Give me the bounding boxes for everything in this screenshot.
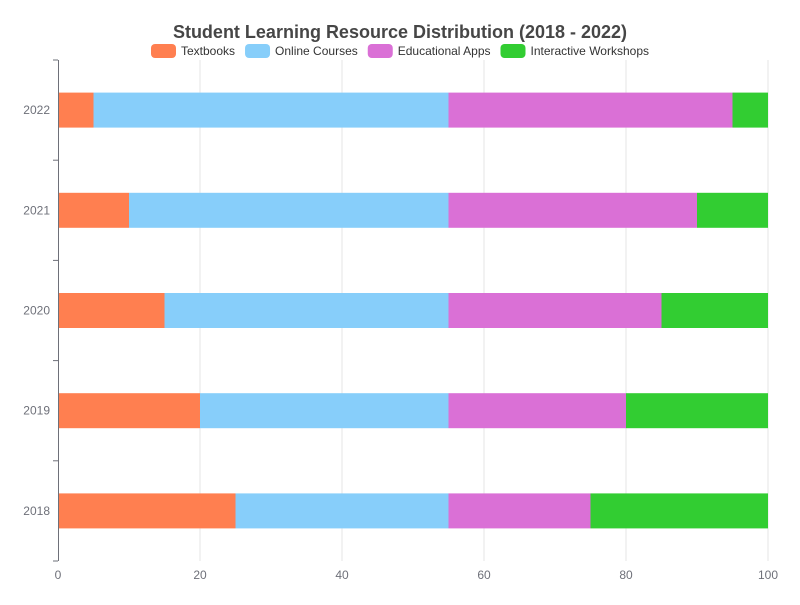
x-tick-label: 60 — [477, 568, 491, 582]
legend-label: Online Courses — [275, 44, 358, 58]
legend-label: Interactive Workshops — [531, 44, 650, 58]
bar-textbooks-2019 — [58, 393, 200, 429]
legend-item: Interactive Workshops — [500, 44, 650, 58]
bar-interactive-workshops-2022 — [732, 92, 768, 128]
x-tick-label: 100 — [758, 568, 778, 582]
chart-title: Student Learning Resource Distribution (… — [173, 22, 627, 42]
bar-interactive-workshops-2018 — [590, 493, 768, 529]
x-tick-label: 40 — [335, 568, 349, 582]
legend-swatch — [367, 44, 393, 58]
bar-textbooks-2020 — [58, 293, 165, 328]
legend: Textbooks Online Courses Educational Apps I… — [151, 44, 649, 58]
bar-textbooks-2021 — [58, 192, 129, 228]
y-tick-label: 2020 — [23, 304, 50, 318]
x-tick-label: 20 — [193, 568, 207, 582]
legend-swatch — [245, 44, 271, 58]
bar-educational-apps-2021 — [448, 192, 697, 228]
legend-item: Online Courses — [245, 44, 358, 58]
legend-label: Textbooks — [181, 44, 235, 58]
bar-educational-apps-2020 — [448, 293, 662, 328]
bar-online-courses-2019 — [200, 393, 449, 429]
bar-interactive-workshops-2019 — [626, 393, 768, 429]
bar-online-courses-2022 — [93, 92, 449, 128]
bar-educational-apps-2022 — [448, 92, 733, 128]
bar-online-courses-2021 — [129, 192, 449, 228]
y-tick-label: 2022 — [23, 103, 50, 117]
bar-interactive-workshops-2020 — [661, 293, 768, 328]
bars — [58, 92, 768, 529]
y-tick-label: 2019 — [23, 404, 50, 418]
axes: 2018 2019 2020 2021 2022 0 20 40 60 80 100 — [23, 59, 778, 582]
x-tick-label: 0 — [55, 568, 62, 582]
bar-educational-apps-2019 — [448, 393, 626, 429]
legend-swatch — [500, 44, 526, 58]
legend-label: Educational Apps — [398, 44, 491, 58]
bar-textbooks-2022 — [58, 92, 94, 128]
bar-online-courses-2020 — [164, 293, 449, 328]
legend-item: Educational Apps — [367, 44, 491, 58]
bar-educational-apps-2018 — [448, 493, 591, 529]
y-tick-label: 2018 — [23, 504, 50, 518]
legend-item: Textbooks — [151, 44, 235, 58]
bar-online-courses-2018 — [235, 493, 449, 529]
bar-interactive-workshops-2021 — [697, 192, 768, 228]
legend-swatch — [151, 44, 176, 58]
y-tick-label: 2021 — [23, 203, 50, 217]
x-tick-label: 80 — [619, 568, 633, 582]
bar-textbooks-2018 — [58, 493, 236, 529]
